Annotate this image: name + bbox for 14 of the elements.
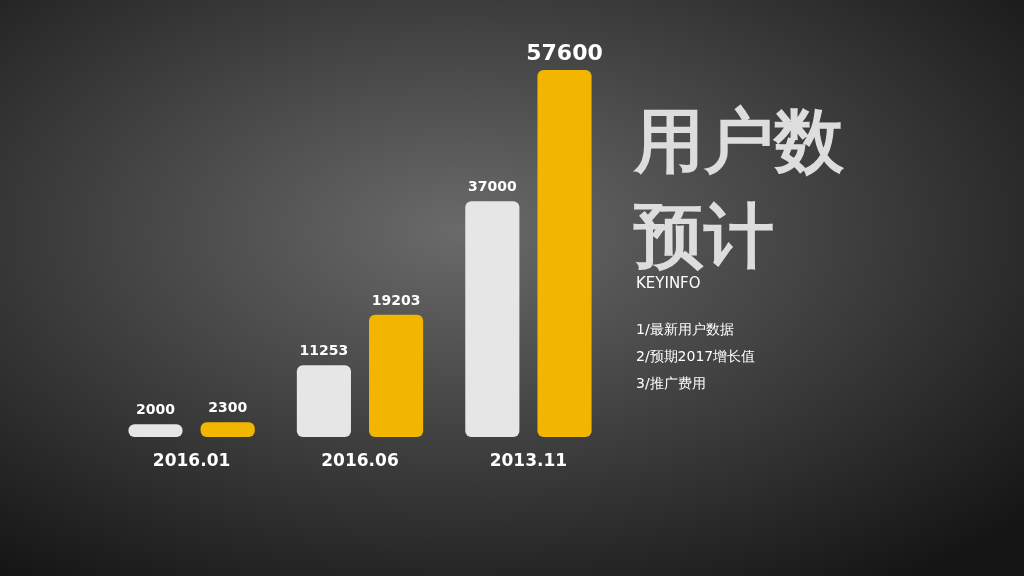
data-label: 37000 [467, 178, 517, 195]
text: 1/最新用户数据 [636, 321, 734, 337]
data-label: 2300 [208, 399, 248, 416]
text: 2/预期2017增长值 [636, 348, 756, 364]
text: 3/推广费用 [636, 375, 706, 391]
x-tick-label: 2016.06 [321, 450, 399, 470]
x-tick-label: 2013.11 [489, 450, 568, 470]
data-label: 19203 [371, 291, 421, 308]
data-label: 57600 [526, 40, 603, 65]
data-label: 2000 [136, 401, 176, 418]
data-label: 11253 [299, 342, 349, 359]
x-tick-label: 2016.01 [152, 450, 231, 470]
text: 用户数预计 [632, 100, 845, 277]
text: KEYINFO [636, 274, 701, 292]
